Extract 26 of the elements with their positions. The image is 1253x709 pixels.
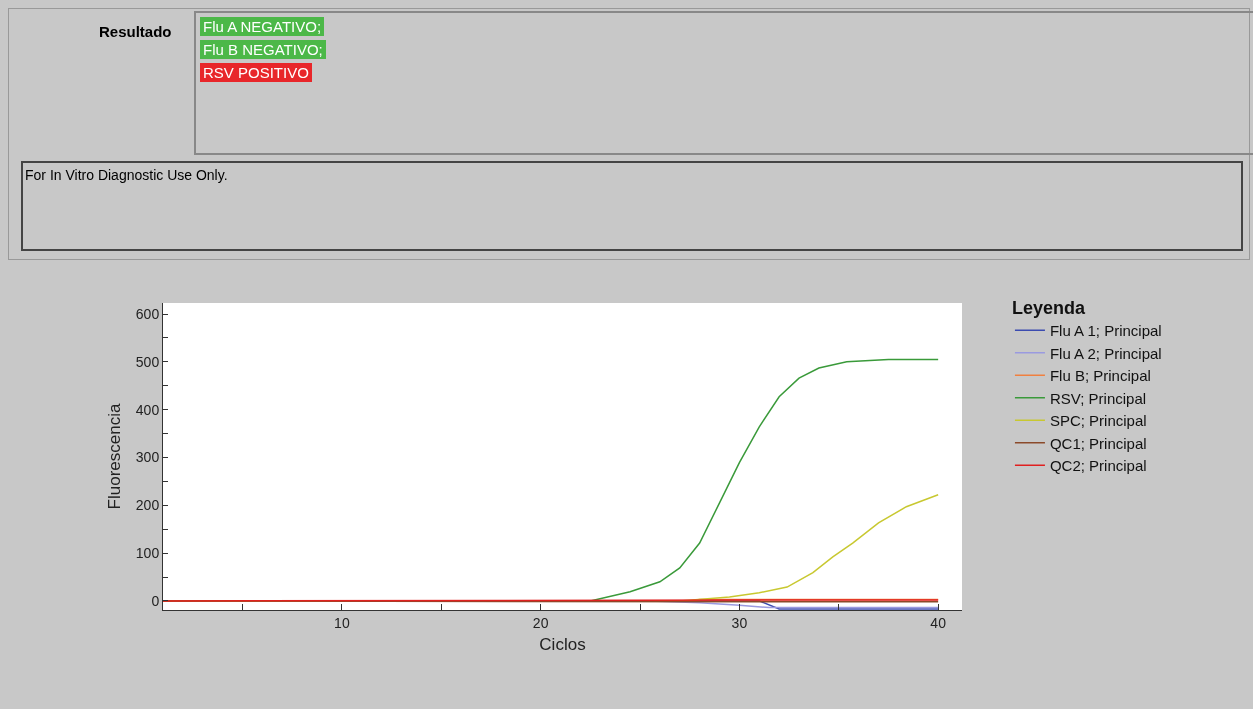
x-axis-title: Ciclos — [539, 635, 586, 655]
y-tick-label: 500 — [135, 353, 160, 370]
x-tick-label: 40 — [930, 614, 947, 631]
legend-label: Flu A 2; Principal — [1049, 344, 1162, 362]
text: Flu B NEGATIVO; — [200, 40, 326, 59]
text: RSV POSITIVO — [200, 63, 312, 82]
y-tick-label: 400 — [135, 401, 160, 418]
x-tick-label: 10 — [334, 614, 350, 631]
text: For In Vitro Diagnostic Use Only. — [21, 161, 1243, 251]
y-tick-label: 100 — [135, 545, 160, 561]
legend-label: QC1; Principal — [1049, 434, 1147, 452]
legend-label: Flu B; Principal — [1049, 367, 1151, 385]
x-tick-label: 20 — [532, 614, 549, 631]
y-tick-label: 0 — [151, 592, 160, 609]
legend-label: Flu A 1; Principal — [1049, 322, 1162, 340]
legend-label: SPC; Principal — [1049, 412, 1147, 430]
text: Resultado — [99, 23, 172, 40]
legend-label: RSV; Principal — [1049, 389, 1147, 407]
text: Flu A NEGATIVO; — [200, 17, 325, 36]
y-axis-title: Fluorescencia — [105, 403, 125, 510]
y-tick-label: 200 — [135, 497, 160, 514]
y-tick-label: 600 — [135, 305, 160, 322]
y-tick-label: 300 — [135, 449, 160, 466]
legend-title: Leyenda — [1011, 298, 1086, 319]
legend-label: QC2; Principal — [1049, 457, 1147, 475]
x-tick-label: 30 — [731, 614, 748, 631]
